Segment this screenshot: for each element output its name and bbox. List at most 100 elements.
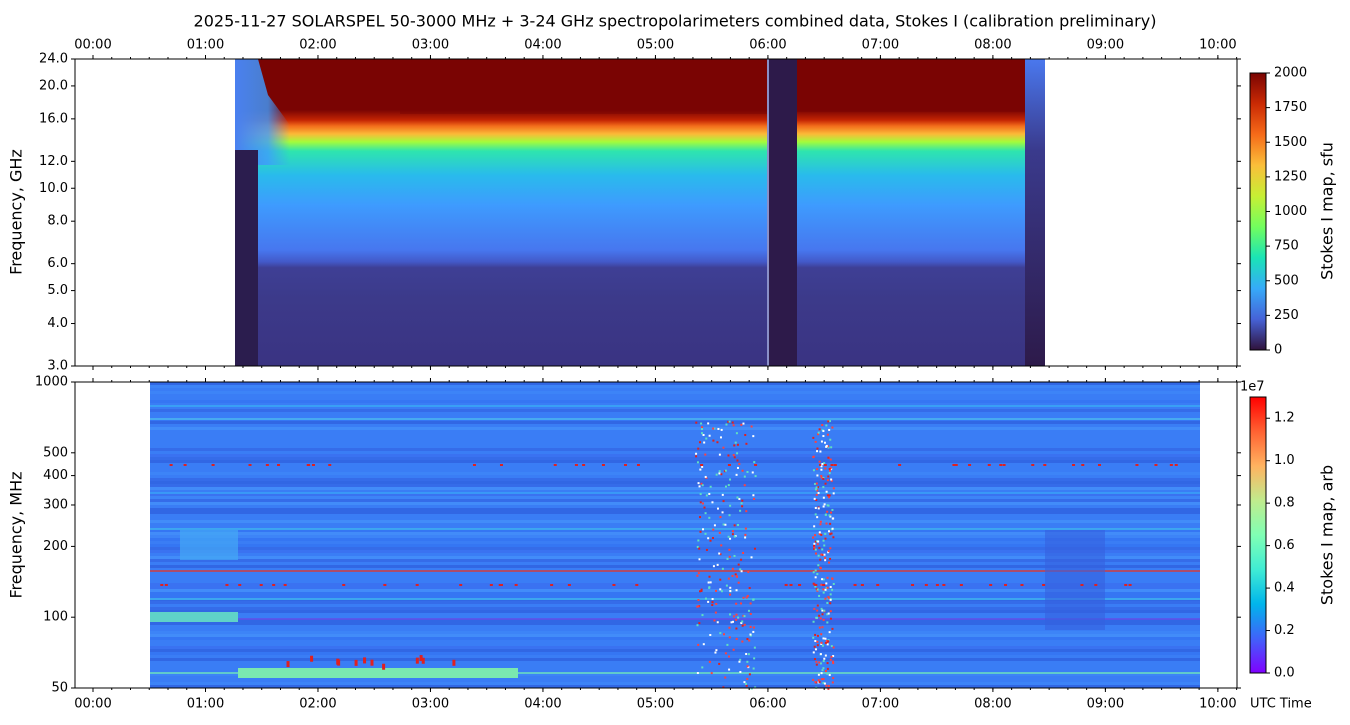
spectrogram-speckle: [752, 598, 755, 601]
spectrogram-speckle: [813, 544, 816, 547]
spectrogram-speckle: [819, 653, 822, 656]
spectrogram-stripe: [150, 607, 1200, 610]
spectrogram-stripe: [150, 520, 1200, 523]
spectrogram-speckle: [924, 584, 928, 586]
spectrogram-speckle: [748, 639, 751, 642]
spectrogram-stripe: [150, 478, 1200, 481]
colorbar-tick-label: 0.8: [1274, 496, 1295, 511]
y-tick-label: 10.0: [39, 181, 68, 196]
spectrogram-speckle: [817, 433, 820, 436]
spectrogram-speckle: [718, 453, 721, 456]
spectrogram-speckle: [822, 667, 825, 670]
spectrogram-stripe: [150, 385, 1200, 388]
spectrogram-speckle: [832, 662, 835, 665]
spectrogram-speckle: [713, 524, 716, 527]
spectrogram-speckle: [1098, 464, 1102, 466]
spectrogram-speckle: [183, 464, 187, 466]
spectrogram-speckle: [817, 679, 820, 682]
chart-title: 2025-11-27 SOLARSPEL 50-3000 MHz + 3-24 …: [194, 12, 1157, 31]
spectrogram-speckle: [815, 587, 818, 590]
spectrogram-speckle: [821, 553, 824, 556]
spectrogram-speckle: [830, 655, 833, 658]
spectrogram-speckle: [700, 464, 704, 466]
spectrogram-speckle: [729, 593, 732, 596]
spectrogram-speckle: [821, 578, 824, 581]
spectrogram-speckle: [822, 584, 826, 586]
spectrogram-speckle: [727, 484, 730, 487]
spectrogram-speckle: [828, 467, 831, 470]
spectrogram-speckle: [489, 584, 493, 586]
spectrogram-stripe: [150, 649, 1200, 652]
spectrogram-speckle: [819, 558, 822, 561]
spectrogram-speckle: [722, 523, 725, 526]
spectrogram-speckle: [729, 478, 732, 481]
spectrogram-stripe: [150, 427, 1200, 430]
spectrogram-speckle: [817, 540, 820, 543]
spectrogram-stripe: [150, 547, 1200, 550]
spectrogram-speckle: [818, 531, 821, 534]
spectrogram-speckle: [337, 659, 341, 666]
spectrogram-stripe: [150, 559, 1200, 562]
spectrogram-speckle: [709, 485, 712, 488]
y-tick-label: 200: [43, 539, 68, 554]
spectrogram-speckle: [828, 420, 831, 423]
spectrogram-speckle: [696, 672, 699, 675]
x-tick-label: 09:00: [1087, 38, 1124, 53]
spectrogram-speckle: [499, 464, 503, 466]
spectrogram-speckle: [737, 523, 740, 526]
spectrogram-speckle: [735, 613, 738, 616]
spectrogram-speckle: [828, 514, 831, 517]
colorbar-tick-label: 0.4: [1274, 581, 1295, 596]
y-tick-label: 500: [43, 445, 68, 460]
spectrogram-speckle: [820, 642, 823, 645]
spectrogram-speckle: [750, 425, 753, 428]
spectrogram-speckle: [354, 659, 358, 666]
spectrogram-speckle: [708, 660, 711, 663]
spectrogram-speckle: [753, 646, 756, 649]
spectrogram-stripe: [150, 484, 1200, 487]
spectrogram-speckle: [342, 584, 346, 586]
spectrogram-speckle: [729, 586, 732, 589]
spectrogram-speckle: [821, 669, 824, 672]
spectrogram-speckle: [749, 612, 752, 615]
spectrogram-stripe: [150, 589, 1200, 592]
spectrogram-speckle: [731, 574, 734, 577]
spectrogram-speckle: [718, 552, 721, 555]
spectrogram-speckle: [746, 677, 749, 680]
spectrogram-speckle: [818, 680, 821, 683]
spectrogram-speckle: [735, 637, 738, 640]
spectrogram-speckle: [831, 426, 834, 429]
spectrogram-speckle: [169, 464, 173, 466]
spectrogram-speckle: [748, 673, 751, 676]
spectrogram-stripe: [150, 454, 1200, 457]
spectrogram-speckle: [825, 684, 828, 687]
y-tick-label: 400: [43, 468, 68, 483]
spectrogram-speckle: [853, 584, 857, 586]
spectrogram-speckle: [731, 530, 734, 533]
x-tick-label: 07:00: [862, 697, 899, 712]
spectrogram-speckle: [816, 540, 819, 543]
spectrogram-speckle: [741, 505, 744, 508]
spectrogram-speckle: [827, 684, 830, 687]
spectrogram-speckle: [713, 427, 716, 430]
colorbar-tick-label: 1.2: [1274, 411, 1295, 426]
colorbar-tick-label: 250: [1274, 308, 1299, 323]
spectrogram-speckle: [829, 610, 832, 613]
spectrogram-speckle: [743, 615, 746, 618]
spectrogram-speckle: [695, 452, 698, 455]
spectrogram-speckle: [822, 677, 825, 680]
spectrogram-speckle: [749, 633, 752, 636]
spectrogram-speckle: [415, 584, 419, 586]
spectrogram-speckle: [798, 584, 802, 586]
spectrogram-speckle: [735, 602, 738, 605]
colorbar-tick-label: 1000: [1274, 204, 1307, 219]
spectrogram-speckle: [816, 644, 819, 647]
spectrogram-speckle: [698, 558, 701, 561]
spectrogram-speckle: [472, 464, 476, 466]
spectrogram-speckle: [814, 540, 817, 543]
spectrogram-speckle: [1124, 584, 1128, 586]
spectrogram-speckle: [829, 533, 832, 536]
spectrogram-speckle: [709, 539, 712, 542]
spectrogram-speckle: [817, 564, 820, 567]
spectrogram-speckle: [822, 588, 825, 591]
